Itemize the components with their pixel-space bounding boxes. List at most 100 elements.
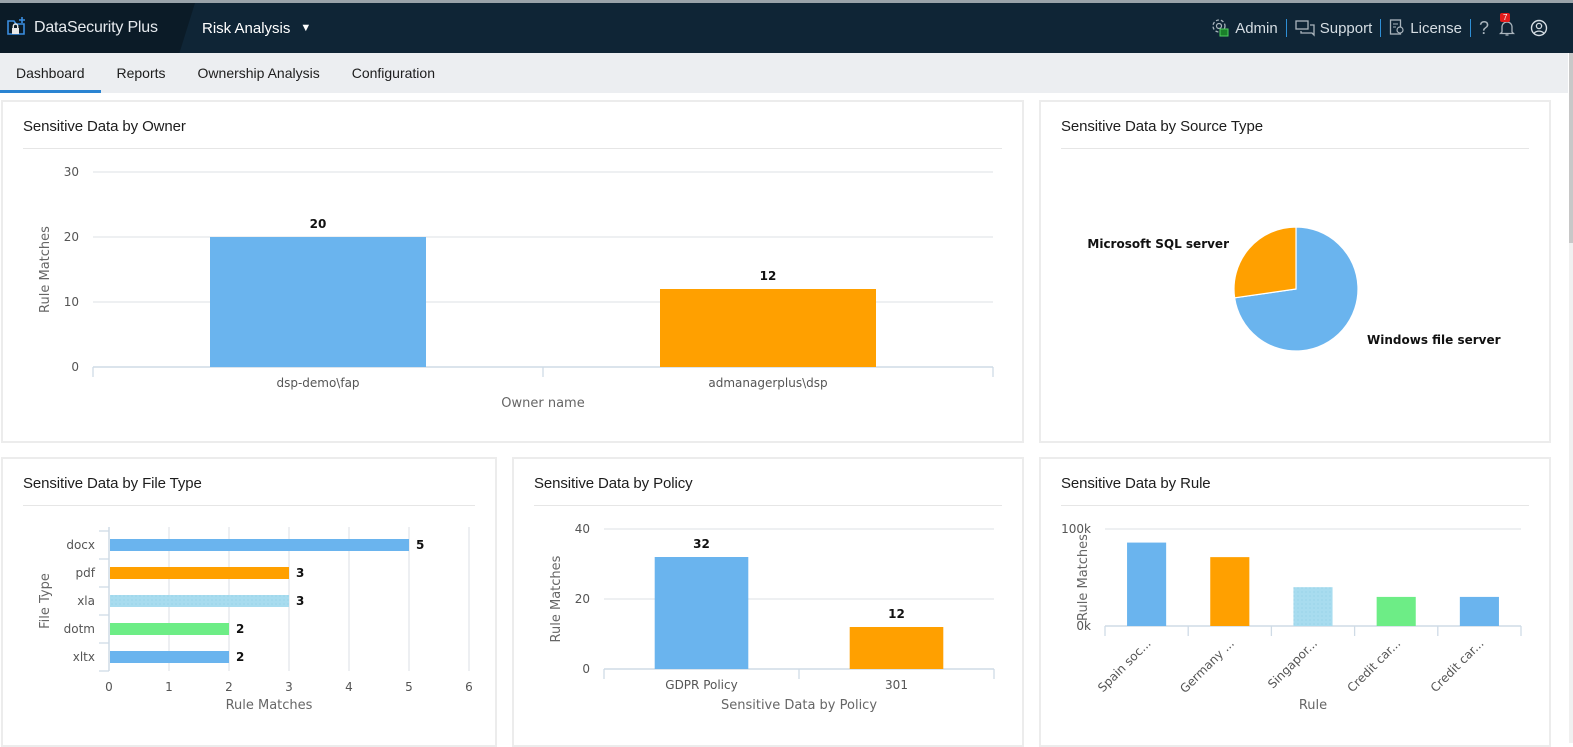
tab-ownership-analysis[interactable]: Ownership Analysis: [197, 65, 320, 81]
panel-title: Sensitive Data by Policy: [534, 475, 693, 492]
tab-dashboard[interactable]: Dashboard: [0, 53, 101, 93]
bar-value-label: 3: [296, 594, 304, 608]
x-axis-title: Sensitive Data by Policy: [721, 698, 877, 713]
x-tick-label: Spain soc...: [1095, 636, 1154, 695]
y-tick-label: 100k: [1061, 522, 1091, 536]
y-tick-label: 20: [64, 230, 79, 244]
help-icon: ?: [1478, 17, 1489, 38]
user-avatar-icon: [1530, 19, 1548, 37]
datasecurity-logo-icon: [6, 15, 28, 42]
policy-bar-chart: 0 20 40 32 GDPR Policy 12 301 Rule Matches Sensi…: [549, 522, 995, 713]
panel-title: Sensitive Data by Rule: [1061, 475, 1211, 492]
rule-bar-chart: 0k 100k Spain soc... Germany ... Singapor...…: [1061, 522, 1522, 713]
y-tick-label: 40: [575, 522, 590, 536]
y-axis-title: Rule Matches: [1076, 534, 1091, 621]
bar: [1210, 557, 1250, 626]
brand-name: DataSecurity Plus: [34, 19, 158, 36]
module-name: Risk Analysis: [202, 19, 291, 37]
license-icon: [1390, 19, 1404, 35]
divider: [1285, 19, 1287, 37]
y-axis-title: Rule Matches: [549, 555, 564, 642]
x-tick-label: admanagerplus\dsp: [708, 376, 827, 390]
license-label: License: [1410, 19, 1462, 37]
y-tick-label: 10: [64, 295, 79, 309]
admin-link[interactable]: Admin: [1210, 18, 1278, 38]
divider: [534, 505, 1002, 506]
x-tick-label: 301: [885, 678, 908, 692]
user-profile-button[interactable]: [1530, 19, 1553, 37]
help-button[interactable]: ?: [1479, 18, 1489, 39]
top-navigation-bar: DataSecurity Plus Risk Analysis ▼ Admin …: [0, 0, 1573, 53]
x-tick-label: 0: [105, 680, 113, 694]
y-tick-label: xltx: [73, 650, 95, 664]
bar-value-label: 3: [296, 566, 304, 580]
bar-value-label: 2: [236, 622, 244, 636]
y-tick-label: 0k: [1076, 619, 1091, 633]
owner-bar-chart: 0 10 20 30 20 dsp-demo\fap 12 admanagerplus\dsp…: [38, 165, 994, 411]
notification-badge: 7: [1500, 13, 1511, 22]
x-tick-label: 1: [165, 680, 173, 694]
panel-title: Sensitive Data by Owner: [23, 118, 186, 135]
bar-value-label: 2: [236, 650, 244, 664]
bar: [210, 237, 426, 367]
divider: [1061, 148, 1529, 149]
x-tick-label: Credit car...: [1345, 636, 1404, 695]
tab-configuration[interactable]: Configuration: [351, 65, 435, 81]
page-scrollbar[interactable]: [1569, 53, 1573, 743]
caret-down-icon: ▼: [300, 22, 312, 34]
module-selector[interactable]: Risk Analysis ▼: [202, 3, 311, 53]
main-tabs: Dashboard Reports Ownership Analysis Con…: [0, 53, 1568, 93]
x-tick-label: 2: [225, 680, 233, 694]
bar: [110, 595, 289, 607]
source-type-pie-chart: Windows file server Microsoft SQL server: [1087, 226, 1501, 352]
pie-label: Windows file server: [1367, 333, 1501, 347]
bar-value-label: 5: [416, 538, 424, 552]
y-tick-label: dotm: [64, 622, 95, 636]
x-tick-label: 3: [285, 680, 293, 694]
x-axis-title: Owner name: [501, 396, 584, 411]
file-type-panel: Sensitive Data by File Type 0 1 2 3 4 5 6 5 docx…: [1, 457, 497, 747]
header-links: Admin Support License ?: [1210, 3, 1553, 53]
bar: [1459, 596, 1499, 626]
x-tick-label: Credit car...: [1428, 636, 1487, 695]
source-type-panel: Sensitive Data by Source Type Windows fi…: [1039, 100, 1551, 443]
y-tick-label: 0: [71, 360, 79, 374]
divider: [1380, 19, 1382, 37]
bar: [660, 289, 876, 367]
divider: [23, 148, 1002, 149]
bar-value-label: 12: [888, 607, 905, 621]
x-axis-title: Rule: [1299, 698, 1327, 713]
tab-reports[interactable]: Reports: [116, 65, 166, 81]
license-link[interactable]: License: [1389, 19, 1462, 37]
bar-value-label: 20: [310, 217, 327, 231]
owner-panel: Sensitive Data by Owner 0 10 20 30 20 dsp-dem…: [1, 100, 1024, 443]
bar: [654, 557, 749, 669]
x-axis-title: Rule Matches: [226, 698, 313, 713]
admin-label: Admin: [1235, 19, 1278, 37]
x-tick-label: dsp-demo\fap: [276, 376, 359, 390]
brand[interactable]: DataSecurity Plus: [0, 3, 195, 53]
scrollbar-thumb[interactable]: [1569, 53, 1573, 243]
pie-slice: [1233, 226, 1297, 299]
panel-title: Sensitive Data by Source Type: [1061, 118, 1263, 135]
bar: [1293, 587, 1333, 626]
bell-icon: [1499, 21, 1515, 36]
rule-panel: Sensitive Data by Rule 0k 100k Spain soc..…: [1039, 457, 1551, 747]
divider: [23, 505, 475, 506]
x-tick-label: Germany ...: [1177, 636, 1237, 696]
support-label: Support: [1319, 19, 1373, 37]
y-tick-label: 30: [64, 165, 79, 179]
bar: [110, 623, 229, 635]
x-tick-label: 6: [465, 680, 473, 694]
notifications-button[interactable]: 7: [1499, 13, 1520, 37]
y-axis-title: Rule Matches: [38, 226, 53, 313]
y-tick-label: 0: [582, 662, 590, 676]
bar: [1127, 542, 1167, 626]
chat-icon: [1295, 20, 1315, 37]
x-tick-label: Singapor...: [1265, 636, 1320, 691]
support-link[interactable]: Support: [1295, 19, 1373, 37]
y-tick-label: docx: [66, 538, 95, 552]
y-tick-label: xla: [77, 594, 95, 608]
admin-gear-icon: [1212, 19, 1229, 37]
file-type-bar-chart: 0 1 2 3 4 5 6 5 docx 3 pdf 3 xla 2 dotm 2 xltx File Type R…: [38, 527, 473, 713]
